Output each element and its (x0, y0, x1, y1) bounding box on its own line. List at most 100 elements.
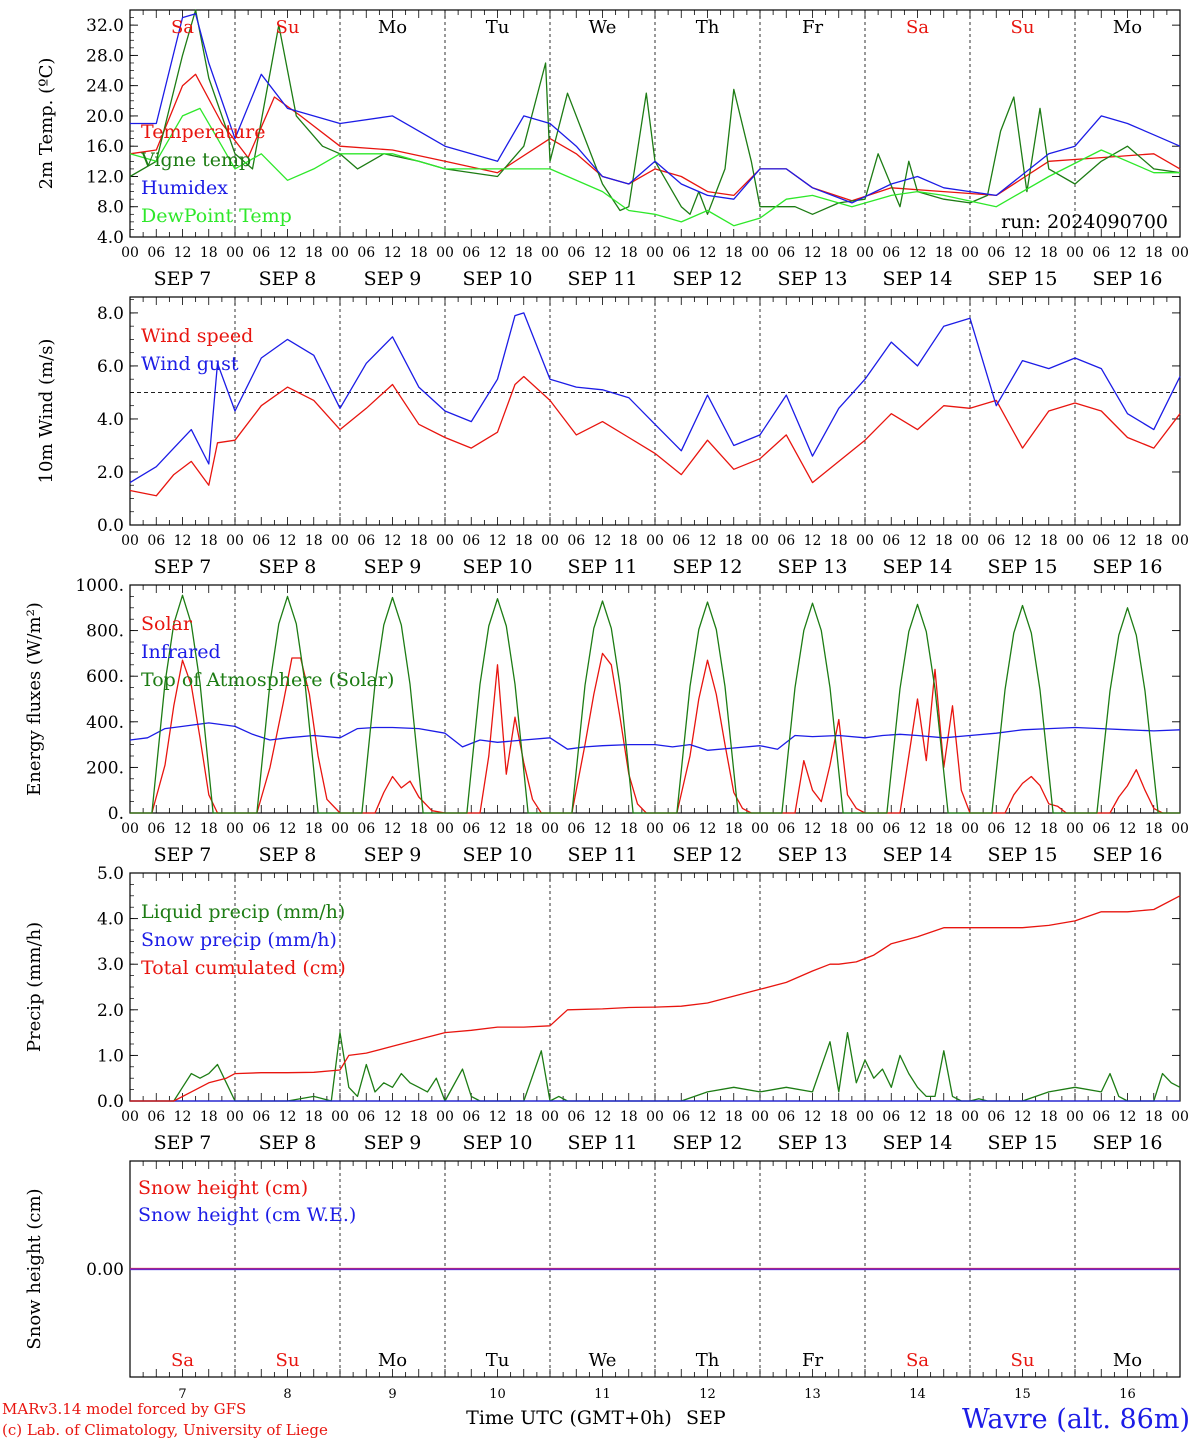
hour-label: 00 (436, 1109, 454, 1125)
time-axis-label: Time UTC (GMT+0h) (466, 1407, 672, 1429)
hour-label: 00 (121, 1109, 139, 1125)
source-line-1: MARv3.14 model forced by GFS (2, 1400, 246, 1418)
hour-label: 00 (961, 533, 979, 549)
hour-label: 12 (804, 1109, 822, 1125)
hour-label: 00 (121, 821, 139, 837)
y-tick-label: 200. (86, 758, 124, 778)
hour-label: 18 (620, 245, 638, 261)
hour-label: 18 (1145, 1109, 1163, 1125)
hour-label: 18 (620, 1109, 638, 1125)
hour-label: 06 (987, 1109, 1005, 1125)
legend-entry: Wind speed (141, 325, 253, 347)
hour-label: 12 (279, 1109, 297, 1125)
hour-label: 18 (515, 533, 533, 549)
hour-label: 00 (1171, 821, 1189, 837)
weekday-label: Tu (486, 17, 510, 38)
hour-label: 12 (699, 1109, 717, 1125)
hour-label: 12 (909, 1109, 927, 1125)
weekday-label: Mo (378, 17, 407, 38)
hour-label: 18 (725, 245, 743, 261)
hour-label: 12 (174, 245, 192, 261)
date-label: SEP 10 (463, 1132, 533, 1154)
panel-3: 0. 200. 400. 600. 800. 1000. Energy fluxes (W/… (24, 576, 1189, 866)
hour-label: 12 (279, 821, 297, 837)
hour-label: 00 (226, 533, 244, 549)
hour-label: 18 (830, 245, 848, 261)
hour-label: 00 (751, 533, 769, 549)
date-label: SEP 9 (364, 556, 422, 578)
date-label: SEP 11 (568, 268, 638, 290)
hour-label: 12 (594, 533, 612, 549)
date-label: SEP 10 (463, 844, 533, 866)
hour-label: 00 (331, 1109, 349, 1125)
legend-entry: DewPoint Temp (141, 205, 292, 227)
month-label: SEP (686, 1407, 726, 1429)
hour-label: 00 (856, 821, 874, 837)
hour-label: 00 (331, 245, 349, 261)
hour-label: 12 (384, 533, 402, 549)
date-label: SEP 12 (673, 844, 743, 866)
hour-label: 12 (1119, 245, 1137, 261)
series-line-infrared (129, 722, 1181, 751)
hour-label: 06 (462, 245, 480, 261)
hour-label: 12 (174, 821, 192, 837)
weekday-label: Su (276, 1350, 300, 1371)
hour-label: 12 (594, 821, 612, 837)
weekday-label: Fr (802, 17, 823, 38)
hour-label: 12 (1014, 245, 1032, 261)
date-label: SEP 10 (463, 268, 533, 290)
day-number-label: 7 (178, 1387, 186, 1402)
hour-label: 06 (567, 245, 585, 261)
hour-label: 18 (830, 533, 848, 549)
hour-label: 06 (462, 1109, 480, 1125)
weekday-label: Tu (486, 1350, 510, 1371)
series-line-solar (130, 652, 1180, 814)
hour-label: 00 (541, 1109, 559, 1125)
hour-label: 06 (1092, 821, 1110, 837)
hour-label: 00 (646, 821, 664, 837)
hour-label: 00 (331, 821, 349, 837)
y-tick-label: 4.0 (97, 228, 124, 248)
hour-label: 12 (489, 1109, 507, 1125)
hour-label: 18 (725, 1109, 743, 1125)
y-tick-label: 1000. (75, 576, 124, 596)
hour-label: 06 (882, 1109, 900, 1125)
hour-label: 06 (987, 245, 1005, 261)
hour-label: 18 (1145, 821, 1163, 837)
legend-entry: Snow height (cm W.E.) (138, 1204, 356, 1226)
y-tick-label: 12.0 (86, 167, 124, 187)
y-axis-label: Precip (mm/h) (24, 922, 45, 1052)
y-tick-label: 8.0 (97, 304, 124, 324)
hour-label: 00 (751, 821, 769, 837)
hour-label: 12 (1014, 533, 1032, 549)
run-label: run: 2024090700 (1001, 211, 1168, 233)
y-tick-label: 4.0 (97, 910, 124, 930)
hour-label: 06 (252, 821, 270, 837)
series-line-wind-gust (129, 312, 1181, 484)
hour-label: 12 (384, 1109, 402, 1125)
date-label: SEP 15 (988, 844, 1058, 866)
date-label: SEP 16 (1093, 1132, 1163, 1154)
legend-entry: Top of Atmosphere (Solar) (141, 669, 394, 691)
hour-label: 12 (489, 533, 507, 549)
y-tick-label: 28.0 (86, 46, 124, 66)
date-label: SEP 13 (778, 844, 848, 866)
weekday-label: Mo (1113, 17, 1142, 38)
hour-label: 12 (1119, 821, 1137, 837)
hour-label: 18 (830, 821, 848, 837)
y-tick-label: 8.0 (97, 198, 124, 218)
y-tick-label: 2.0 (97, 1001, 124, 1021)
series-line-top-of-atmosphere-solar (130, 594, 1180, 814)
hour-label: 12 (279, 245, 297, 261)
date-label: SEP 14 (883, 556, 953, 578)
hour-label: 12 (909, 245, 927, 261)
date-label: SEP 11 (568, 556, 638, 578)
hour-label: 12 (804, 533, 822, 549)
hour-label: 18 (620, 533, 638, 549)
legend-entry: Temperature (141, 121, 265, 143)
hour-label: 00 (961, 245, 979, 261)
y-tick-label: 0.00 (86, 1260, 124, 1280)
weekday-label: Sa (171, 1350, 194, 1371)
hour-label: 18 (1145, 245, 1163, 261)
y-tick-label: 400. (86, 713, 124, 733)
